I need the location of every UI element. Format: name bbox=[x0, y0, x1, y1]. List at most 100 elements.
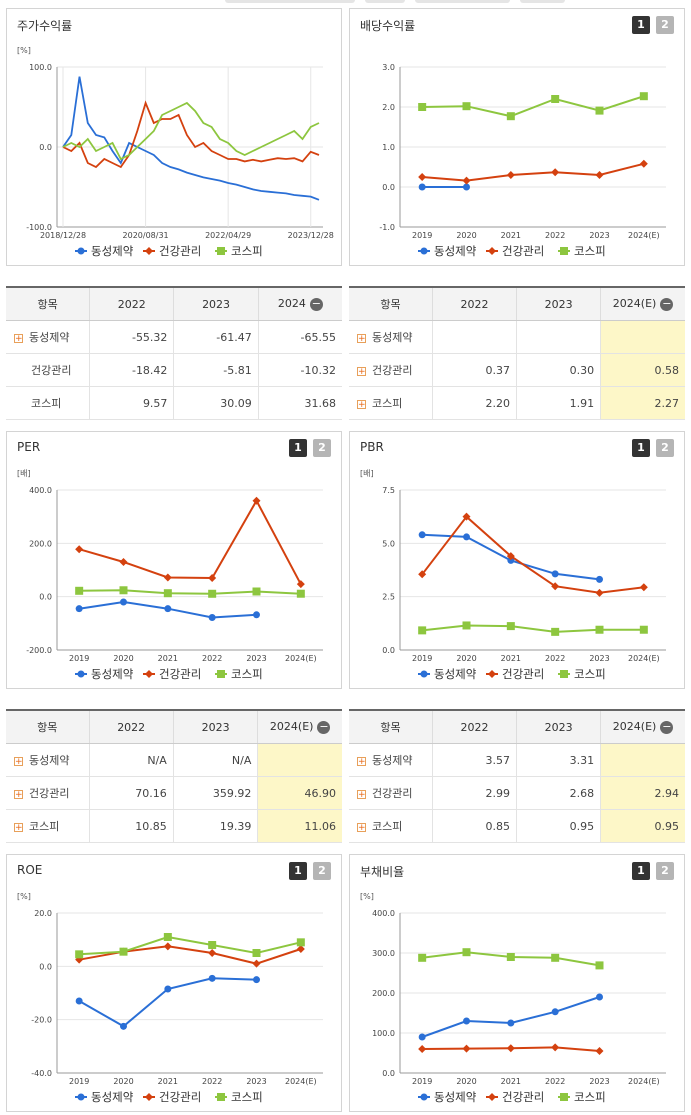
y-tick-label: 0.0 bbox=[39, 962, 52, 971]
x-tick-label: 2021 bbox=[158, 654, 178, 663]
table-cell: N/A bbox=[172, 743, 258, 777]
expand-icon[interactable]: + bbox=[357, 789, 366, 800]
page-button-2[interactable]: 2 bbox=[313, 439, 331, 457]
x-tick-label: 2021 bbox=[158, 1077, 178, 1086]
y-tick-label: 0.0 bbox=[39, 143, 52, 152]
row-label[interactable]: + 코스피 bbox=[349, 809, 433, 843]
data-point bbox=[560, 1093, 568, 1101]
y-tick-label: 100.0 bbox=[372, 1029, 395, 1038]
page-button-1[interactable]: 1 bbox=[632, 862, 650, 880]
row-label[interactable]: + 코스피 bbox=[6, 809, 90, 843]
expand-icon[interactable]: + bbox=[357, 822, 366, 833]
expand-icon[interactable]: + bbox=[14, 789, 23, 800]
data-point bbox=[418, 570, 427, 579]
table-cell: 3.57 bbox=[431, 743, 517, 777]
data-point bbox=[551, 95, 560, 103]
page-button-2[interactable]: 2 bbox=[313, 862, 331, 880]
data-point bbox=[120, 598, 127, 606]
page-button-2[interactable]: 2 bbox=[656, 439, 674, 457]
table-cell: -18.42 bbox=[89, 353, 174, 387]
axis-unit: [%] bbox=[360, 892, 374, 901]
column-header-item: 항목 bbox=[349, 710, 433, 744]
x-tick-label: 2024(E) bbox=[628, 231, 660, 240]
expand-icon[interactable]: + bbox=[14, 333, 23, 344]
data-point bbox=[418, 626, 427, 635]
collapse-icon[interactable]: − bbox=[317, 719, 331, 734]
data-point bbox=[418, 183, 426, 191]
row-label[interactable]: + 동성제약 bbox=[349, 320, 433, 354]
row-label[interactable]: + 건강관리 bbox=[349, 353, 433, 387]
x-tick-label: 2022 bbox=[545, 654, 565, 663]
data-point bbox=[639, 92, 648, 101]
data-point bbox=[145, 1093, 153, 1101]
series-line bbox=[62, 100, 320, 169]
y-tick-label: -200.0 bbox=[26, 646, 52, 655]
panel-title: PER bbox=[17, 440, 41, 454]
data-point bbox=[639, 583, 648, 592]
series-line bbox=[422, 95, 645, 118]
row-label[interactable]: + 동성제약 bbox=[349, 743, 433, 777]
dividend-table: 항목 2022 2023 2024(E) − + 동성제약 + 건강관리 0.37 0.30 0.58… bbox=[349, 286, 685, 420]
x-tick-label: 2024(E) bbox=[285, 654, 317, 663]
data-point bbox=[164, 605, 172, 613]
x-tick-label: 2019 bbox=[412, 231, 432, 240]
data-point bbox=[595, 106, 604, 115]
expand-icon[interactable]: + bbox=[357, 756, 366, 767]
series-line bbox=[422, 624, 644, 633]
collapse-icon[interactable]: − bbox=[660, 296, 674, 311]
data-point bbox=[418, 953, 427, 962]
x-tick-label: 2023 bbox=[589, 1077, 609, 1086]
expand-icon[interactable]: + bbox=[14, 822, 23, 833]
page-button-1[interactable]: 1 bbox=[289, 439, 307, 457]
x-tick-label: 2019 bbox=[69, 1077, 89, 1086]
data-point bbox=[75, 586, 84, 595]
x-tick-label: 2021 bbox=[501, 1077, 521, 1086]
per-chart: [배] 400.0 200.0 0.0 -200.0 2019 2020 2021 2022 20… bbox=[17, 469, 323, 681]
expand-icon[interactable]: + bbox=[357, 333, 366, 344]
legend-item: 건강관리 bbox=[502, 667, 544, 681]
collapse-icon[interactable]: − bbox=[660, 719, 674, 734]
table-cell: 2.68 bbox=[516, 776, 601, 810]
data-point bbox=[217, 1093, 225, 1101]
data-point bbox=[253, 976, 260, 984]
table-row: + 코스피 10.85 19.39 11.06 bbox=[6, 809, 342, 843]
data-point bbox=[208, 589, 217, 598]
data-point bbox=[418, 173, 427, 181]
y-tick-label: -20.0 bbox=[31, 1016, 52, 1025]
y-tick-label: 200.0 bbox=[29, 539, 52, 548]
expand-icon[interactable]: + bbox=[357, 399, 366, 410]
legend-item: 동성제약 bbox=[91, 1090, 134, 1104]
legend-item: 동성제약 bbox=[434, 1090, 477, 1104]
page-button-1[interactable]: 1 bbox=[632, 16, 650, 34]
page-button-2[interactable]: 2 bbox=[656, 16, 674, 34]
page-button-1[interactable]: 1 bbox=[289, 862, 307, 880]
data-point bbox=[208, 941, 217, 949]
series-line bbox=[421, 996, 600, 1038]
data-point bbox=[560, 247, 568, 255]
row-label[interactable]: + 건강관리 bbox=[349, 776, 433, 810]
table-cell: 0.95 bbox=[600, 809, 685, 843]
table-row: + 코스피 2.20 1.91 2.27 bbox=[349, 386, 685, 420]
column-header-year: 2022 bbox=[431, 287, 517, 321]
collapse-icon[interactable]: − bbox=[309, 296, 323, 311]
row-label[interactable]: + 코스피 bbox=[349, 386, 433, 420]
row-label[interactable]: + 동성제약 bbox=[6, 320, 90, 354]
row-label[interactable]: + 건강관리 bbox=[6, 776, 90, 810]
legend-item: 코스피 bbox=[231, 1090, 263, 1104]
page-button-1[interactable]: 1 bbox=[632, 439, 650, 457]
expand-icon[interactable]: + bbox=[357, 366, 366, 377]
dividend-chart: 3.0 2.0 1.0 0.0 -1.0 2019 2020 2021 2022 2023 2024… bbox=[379, 63, 666, 258]
legend-item: 건강관리 bbox=[159, 1090, 201, 1104]
y-tick-label: 2.5 bbox=[382, 593, 395, 602]
row-label[interactable]: + 동성제약 bbox=[6, 743, 90, 777]
y-tick-label: 300.0 bbox=[372, 949, 395, 958]
data-point bbox=[551, 168, 560, 177]
y-tick-label: 1.0 bbox=[382, 143, 395, 152]
data-point bbox=[506, 953, 515, 961]
table-cell: -5.81 bbox=[173, 353, 259, 387]
expand-icon[interactable]: + bbox=[14, 756, 23, 767]
data-point bbox=[506, 112, 515, 121]
page-button-2[interactable]: 2 bbox=[656, 862, 674, 880]
y-tick-label: 0.0 bbox=[382, 646, 395, 655]
